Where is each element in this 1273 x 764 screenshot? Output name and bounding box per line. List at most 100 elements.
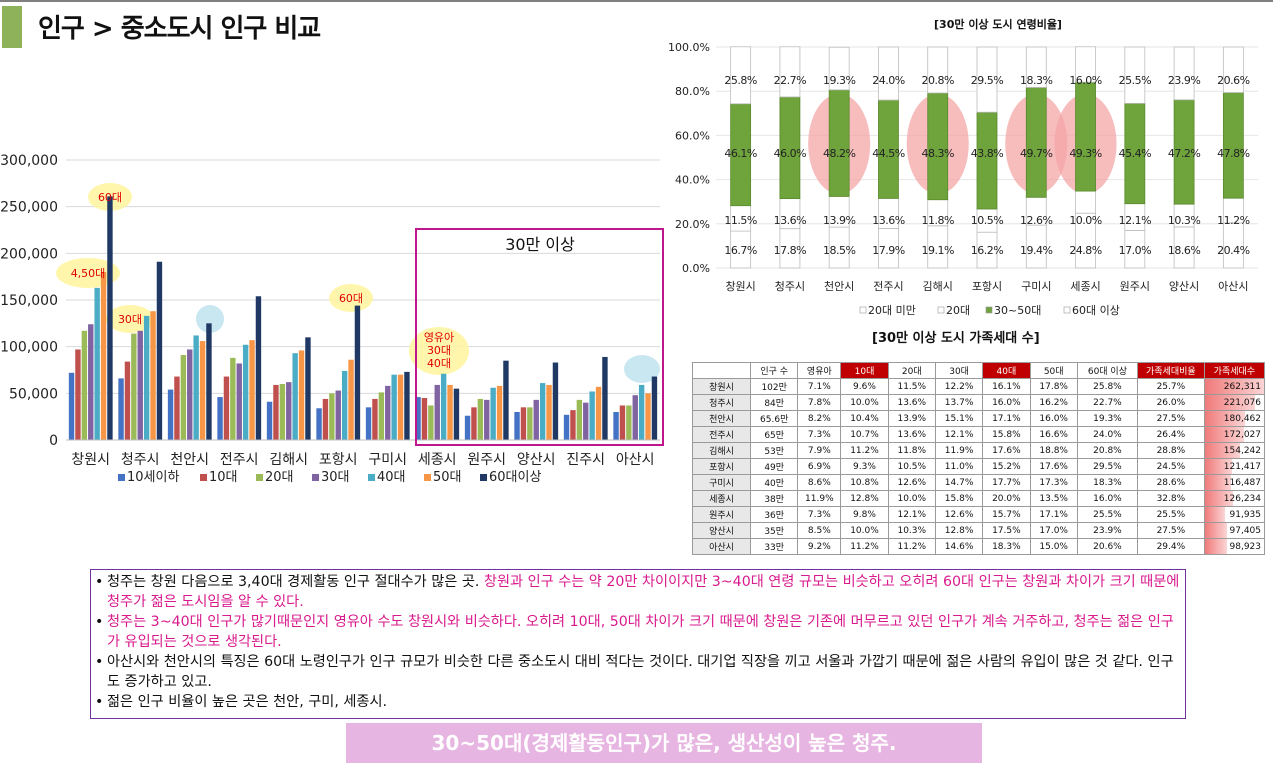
y-tick-label: 60.0% xyxy=(675,129,710,142)
table-row: 구미시 40만 8.6% 10.8% 12.6% 14.7% 17.7% 17.3% 18.3%… xyxy=(691,474,1266,491)
table-cell: 18.3% xyxy=(982,538,1031,555)
bar-40대 xyxy=(193,335,199,440)
note-emphasis: 청주는 3~40대 인구가 많기때문인지 영유아 수도 창원시와 비슷하다. 오… xyxy=(107,614,1174,650)
data-label: 24.0% xyxy=(872,74,904,87)
table-row-city: 천안시 xyxy=(691,410,752,427)
data-label: 48.3% xyxy=(922,147,954,160)
bar-10대 xyxy=(570,410,576,440)
legend-label: 50대 xyxy=(433,470,462,485)
table-cell: 20.0% xyxy=(982,490,1031,507)
bar-60대이상 xyxy=(503,360,509,440)
bar-20대 xyxy=(180,355,187,440)
x-tick-label: 천안시 xyxy=(824,279,854,293)
annotation-label: 30대 xyxy=(118,313,142,326)
family-count-value: 98,923 xyxy=(1229,541,1262,552)
table-cell: 12.6% xyxy=(934,506,984,523)
table-row-city: 양산시 xyxy=(691,522,752,539)
legend-label: 60대이상 xyxy=(489,470,541,485)
data-label: 46.0% xyxy=(774,147,806,160)
table-cell: 26.4% xyxy=(1137,426,1205,443)
table-cell: 12.1% xyxy=(934,426,984,443)
table-cell: 8.2% xyxy=(797,410,842,427)
over-300k-box xyxy=(415,228,664,446)
legend-swatch xyxy=(118,474,125,481)
data-label: 17.9% xyxy=(872,244,904,257)
title-bar: 인구 > 중소도시 인구 비교 xyxy=(0,0,1273,48)
data-label: 19.4% xyxy=(1020,244,1052,257)
data-label: 18.3% xyxy=(1020,74,1052,87)
bar-30대 xyxy=(632,395,638,440)
bar-20대 xyxy=(626,405,632,440)
note-text: 청주는 창원 다음으로 3,40대 경제활동 인구 절대수가 많은 곳. xyxy=(107,574,484,590)
table-cell: 16.0% xyxy=(1029,410,1078,427)
x-tick-label: 천안시 xyxy=(170,452,209,468)
table-cell: 17.6% xyxy=(1029,458,1078,475)
table-cell: 24.5% xyxy=(1137,458,1205,475)
family-count-value: 116,487 xyxy=(1223,477,1261,488)
y-tick-label: 100.0% xyxy=(668,41,710,54)
bar-60대이상 xyxy=(354,305,361,440)
table-row-city: 구미시 xyxy=(691,474,752,491)
data-label: 20.6% xyxy=(1217,74,1249,87)
bar-30대 xyxy=(187,349,193,440)
bar-20대 xyxy=(329,393,335,440)
data-label: 48.2% xyxy=(823,147,855,160)
bar-50대 xyxy=(496,385,503,440)
bar-10세이하 xyxy=(563,414,570,440)
table-cell: 221,076 xyxy=(1203,394,1266,411)
bar-50대 xyxy=(199,341,206,440)
segment-60대 이상 xyxy=(730,46,752,105)
bar-20대 xyxy=(428,405,434,440)
x-tick-label: 김해시 xyxy=(269,452,308,468)
x-tick-label: 구미시 xyxy=(368,452,407,468)
table-cell: 29.4% xyxy=(1137,538,1205,555)
segment-30~50대 xyxy=(1025,87,1047,198)
segment-30~50대 xyxy=(828,89,850,197)
table-cell: 9.2% xyxy=(797,538,842,555)
family-count-value: 126,234 xyxy=(1223,493,1261,504)
bar-10대 xyxy=(124,361,131,440)
bar-30대 xyxy=(533,399,539,440)
population-bar-chart: 0 50,000 100,000 150,000 200,000 250,000 300,0… xyxy=(0,153,664,485)
table-row-city: 세종시 xyxy=(691,490,752,507)
legend-swatch xyxy=(985,306,993,314)
table-cell: 11.9% xyxy=(934,442,984,459)
table-cell: 14.7% xyxy=(934,474,984,491)
data-label: 13.6% xyxy=(872,214,904,227)
table-cell: 9.3% xyxy=(840,458,889,475)
y-tick-label: 250,000 xyxy=(0,200,58,216)
x-tick-label: 세종시 xyxy=(1070,280,1100,293)
table-cell: 25.8% xyxy=(1076,378,1139,395)
family-count-value: 121,417 xyxy=(1223,461,1261,472)
table-cell: 7.3% xyxy=(797,506,842,523)
legend-swatch xyxy=(312,474,319,481)
table-cell: 11.8% xyxy=(887,442,936,459)
table-cell: 10.0% xyxy=(887,490,936,507)
note-emphasis: 창원과 인구 수는 약 20만 차이이지만 3~40대 연령 규모는 비슷하고 … xyxy=(107,574,1180,610)
table-cell: 13.6% xyxy=(887,426,936,443)
legend-swatch xyxy=(368,474,375,481)
segment-30~50대 xyxy=(976,111,998,210)
bar-30대 xyxy=(137,330,143,440)
data-label: 16.2% xyxy=(971,244,1003,257)
table-cell: 172,027 xyxy=(1203,426,1266,443)
table-cell: 15.1% xyxy=(934,410,984,427)
y-tick-label: 300,000 xyxy=(0,153,58,169)
table-row: 원주시 36만 7.3% 9.8% 12.1% 12.6% 15.7% 17.1% 25.5% 2… xyxy=(691,506,1266,523)
table-cell: 10.8% xyxy=(840,474,889,491)
data-label: 18.6% xyxy=(1168,244,1200,257)
table-cell: 15.8% xyxy=(982,426,1031,443)
bar-10세이하 xyxy=(217,397,223,440)
table-row-city: 원주시 xyxy=(691,506,752,523)
table-cell: 20.8% xyxy=(1076,442,1139,459)
data-label: 23.9% xyxy=(1168,74,1200,87)
annotation-label: 40대 xyxy=(427,357,451,370)
table-cell: 23.9% xyxy=(1076,522,1139,539)
bar-10대 xyxy=(174,376,180,440)
bar-40대 xyxy=(539,383,546,440)
annotation-label: 30대 xyxy=(427,344,451,357)
table-cell: 10.0% xyxy=(840,394,889,411)
bar-40대 xyxy=(94,287,100,440)
segment-60대 이상 xyxy=(1075,46,1096,83)
legend-label: 30~50대 xyxy=(994,304,1041,317)
